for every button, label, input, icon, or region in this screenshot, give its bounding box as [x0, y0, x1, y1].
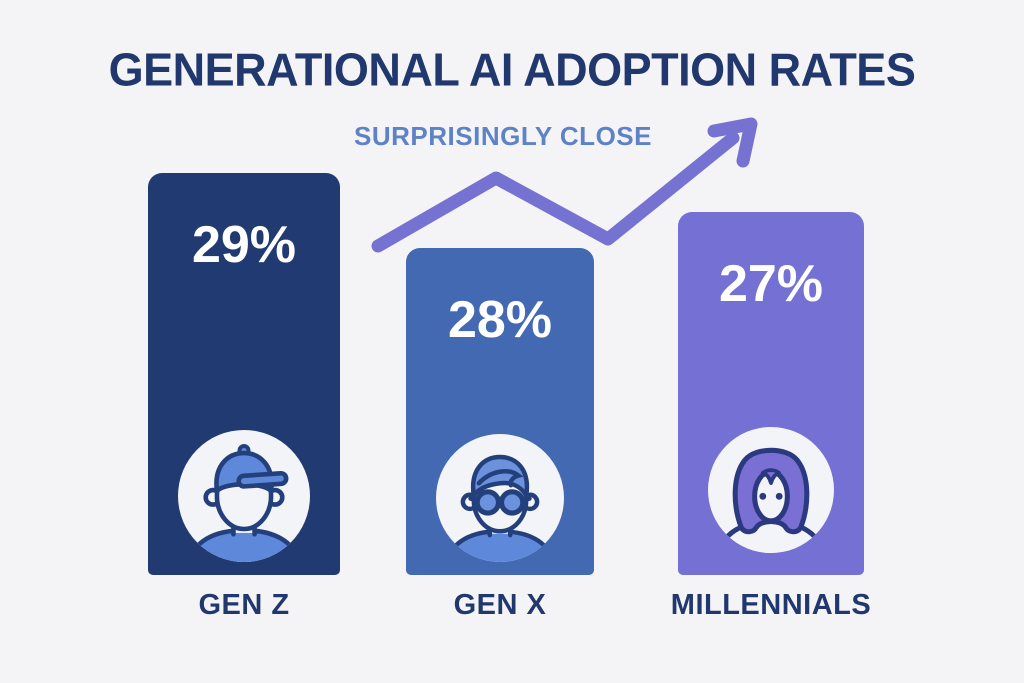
bar-gen-x: 28% [406, 248, 594, 575]
bar-label-millennials: MILLENNIALS [670, 589, 872, 621]
bar-label-gen-x: GEN X [453, 589, 547, 621]
bar-gen-z: 29% [148, 173, 340, 575]
bar-millennials: 27% [678, 212, 864, 575]
bar-value-gen-x: 28% [447, 291, 553, 349]
bar-value-gen-z: 29% [191, 216, 297, 274]
gen-x-avatar-icon [436, 434, 564, 562]
gen-z-avatar-icon [178, 430, 310, 562]
millennials-avatar-icon [708, 427, 834, 553]
bar-label-gen-z: GEN Z [198, 589, 290, 621]
page-subtitle: SURPRISINGLY CLOSE [354, 121, 652, 151]
page-title: GENERATIONAL AI ADOPTION RATES [108, 42, 916, 96]
bar-value-millennials: 27% [718, 255, 824, 313]
